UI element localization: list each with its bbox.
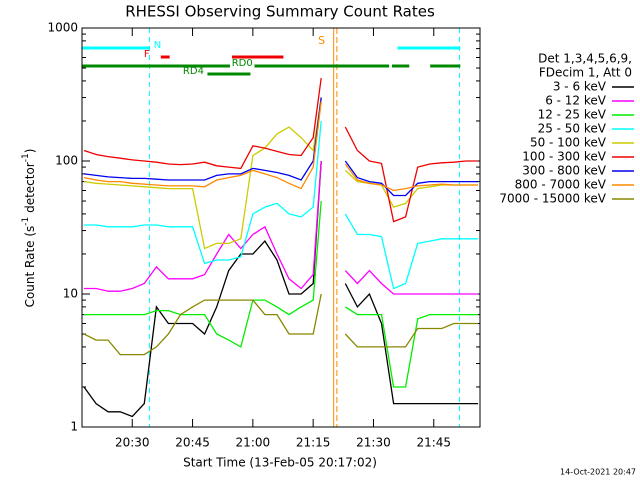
y-tick-label: 100 — [55, 154, 78, 168]
legend-label: 100 - 300 keV — [522, 150, 606, 164]
series-line — [84, 160, 322, 292]
series-line — [344, 306, 478, 388]
legend-label: 25 - 50 keV — [538, 122, 607, 136]
flag-label: F — [144, 49, 150, 60]
series-line — [344, 126, 478, 223]
legend-label: 300 - 800 keV — [522, 164, 606, 178]
series-line — [83, 160, 322, 418]
series-line — [344, 213, 478, 290]
series-line — [84, 120, 322, 265]
legend-label: 800 - 7000 keV — [515, 178, 607, 192]
flag-label: RD4 — [183, 66, 204, 77]
flag-label: RD0 — [232, 58, 253, 69]
x-tick-label: 21:30 — [356, 436, 391, 450]
legend-label: 7000 - 15000 keV — [499, 192, 606, 206]
y-tick-label: 1000 — [47, 21, 78, 35]
series-line — [344, 269, 478, 295]
legend-header: FDecim 1, Att 0 — [539, 66, 632, 80]
series-line — [83, 293, 322, 356]
series-line — [344, 283, 478, 405]
series-line — [84, 200, 322, 348]
y-tick-label: 1 — [70, 420, 78, 434]
x-axis-label: Start Time (13-Feb-05 20:17:02) — [183, 456, 377, 470]
series-line — [344, 163, 478, 192]
legend-label: 12 - 25 keV — [538, 108, 607, 122]
flag-label: N — [154, 40, 161, 51]
y-axis-label: Count Rate (s-1 detector-1) — [21, 149, 37, 308]
legend-header: Det 1,3,4,5,6,9, — [538, 52, 632, 66]
legend-label: 50 - 100 keV — [530, 136, 607, 150]
event-label: S — [318, 34, 325, 47]
series-line — [83, 78, 322, 170]
x-tick-label: 20:30 — [115, 436, 150, 450]
legend-label: 3 - 6 keV — [553, 80, 607, 94]
plot-frame — [81, 27, 481, 428]
series-line — [83, 97, 322, 181]
legend-label: 6 - 12 keV — [545, 94, 607, 108]
series-line — [83, 101, 322, 190]
series-line — [83, 97, 322, 250]
chart-title: RHESSI Observing Summary Count Rates — [125, 3, 435, 21]
x-tick-label: 21:15 — [296, 436, 331, 450]
series-line — [344, 322, 478, 348]
x-tick-label: 21:00 — [236, 436, 271, 450]
timestamp: 14-Oct-2021 20:47 — [560, 468, 636, 477]
x-tick-label: 21:45 — [416, 436, 451, 450]
series-line — [344, 160, 478, 197]
x-tick-label: 20:45 — [175, 436, 210, 450]
y-tick-label: 10 — [63, 287, 78, 301]
